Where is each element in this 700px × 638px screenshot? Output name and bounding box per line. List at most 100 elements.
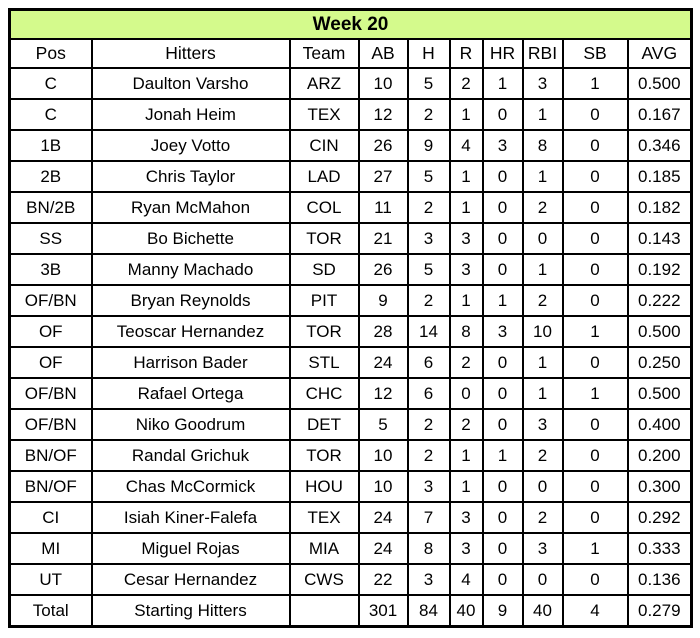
cell-pos: Total bbox=[8, 594, 93, 628]
cell-sb: 0 bbox=[561, 98, 629, 131]
cell-hr: 0 bbox=[481, 501, 524, 534]
cell-hr: 0 bbox=[481, 253, 524, 286]
cell-avg: 0.250 bbox=[626, 346, 693, 379]
cell-r: 0 bbox=[448, 377, 484, 410]
cell-rbi: 2 bbox=[521, 501, 564, 534]
table-body: C Daulton Varsho ARZ 10 5 2 1 3 1 0.500 C Jonah Hei… bbox=[8, 67, 693, 628]
cell-rbi: 3 bbox=[521, 532, 564, 565]
cell-pos: OF/BN bbox=[8, 377, 93, 410]
cell-avg: 0.400 bbox=[626, 408, 693, 441]
cell-r: 3 bbox=[448, 253, 484, 286]
cell-rbi: 2 bbox=[521, 439, 564, 472]
cell-avg: 0.500 bbox=[626, 315, 693, 348]
table-row: OF/BN Niko Goodrum DET 5 2 2 0 3 0 0.400 bbox=[8, 408, 693, 441]
column-header-rbi: RBI bbox=[521, 38, 564, 69]
cell-r: 4 bbox=[448, 129, 484, 162]
cell-hitters: Starting Hitters bbox=[90, 594, 291, 628]
cell-avg: 0.200 bbox=[626, 439, 693, 472]
cell-r: 1 bbox=[448, 160, 484, 193]
cell-hitters: Rafael Ortega bbox=[90, 377, 291, 410]
cell-team: CIN bbox=[288, 129, 360, 162]
cell-hr: 0 bbox=[481, 98, 524, 131]
cell-hr: 0 bbox=[481, 470, 524, 503]
cell-team: DET bbox=[288, 408, 360, 441]
column-header-hitters: Hitters bbox=[90, 38, 291, 69]
column-header-r: R bbox=[448, 38, 484, 69]
column-header-ab: AB bbox=[357, 38, 409, 69]
cell-ab: 28 bbox=[357, 315, 409, 348]
cell-sb: 0 bbox=[561, 408, 629, 441]
cell-ab: 12 bbox=[357, 98, 409, 131]
table-row: OF Teoscar Hernandez TOR 28 14 8 3 10 1 0.500 bbox=[8, 315, 693, 348]
cell-h: 3 bbox=[406, 563, 451, 596]
column-header-pos: Pos bbox=[8, 38, 93, 69]
cell-hr: 3 bbox=[481, 315, 524, 348]
cell-rbi: 8 bbox=[521, 129, 564, 162]
cell-h: 2 bbox=[406, 408, 451, 441]
cell-hr: 0 bbox=[481, 532, 524, 565]
cell-h: 84 bbox=[406, 594, 451, 628]
cell-h: 2 bbox=[406, 98, 451, 131]
cell-r: 4 bbox=[448, 563, 484, 596]
cell-rbi: 3 bbox=[521, 67, 564, 100]
cell-pos: 2B bbox=[8, 160, 93, 193]
cell-pos: SS bbox=[8, 222, 93, 255]
cell-team: SD bbox=[288, 253, 360, 286]
cell-hitters: Miguel Rojas bbox=[90, 532, 291, 565]
column-header-h: H bbox=[406, 38, 451, 69]
cell-hitters: Joey Votto bbox=[90, 129, 291, 162]
cell-pos: 3B bbox=[8, 253, 93, 286]
cell-h: 6 bbox=[406, 377, 451, 410]
cell-rbi: 2 bbox=[521, 191, 564, 224]
cell-sb: 0 bbox=[561, 191, 629, 224]
cell-h: 5 bbox=[406, 160, 451, 193]
cell-team: TOR bbox=[288, 315, 360, 348]
cell-rbi: 1 bbox=[521, 253, 564, 286]
cell-hitters: Harrison Bader bbox=[90, 346, 291, 379]
cell-pos: MI bbox=[8, 532, 93, 565]
cell-rbi: 40 bbox=[521, 594, 564, 628]
cell-pos: BN/OF bbox=[8, 439, 93, 472]
cell-ab: 11 bbox=[357, 191, 409, 224]
cell-ab: 301 bbox=[357, 594, 409, 628]
cell-avg: 0.222 bbox=[626, 284, 693, 317]
cell-avg: 0.136 bbox=[626, 563, 693, 596]
cell-hr: 0 bbox=[481, 408, 524, 441]
cell-rbi: 0 bbox=[521, 222, 564, 255]
cell-sb: 0 bbox=[561, 284, 629, 317]
cell-ab: 24 bbox=[357, 501, 409, 534]
cell-avg: 0.279 bbox=[626, 594, 693, 628]
cell-h: 2 bbox=[406, 439, 451, 472]
cell-avg: 0.500 bbox=[626, 377, 693, 410]
cell-hr: 0 bbox=[481, 346, 524, 379]
cell-r: 1 bbox=[448, 98, 484, 131]
cell-team: TEX bbox=[288, 501, 360, 534]
cell-sb: 0 bbox=[561, 563, 629, 596]
cell-hitters: Chris Taylor bbox=[90, 160, 291, 193]
cell-avg: 0.346 bbox=[626, 129, 693, 162]
cell-ab: 27 bbox=[357, 160, 409, 193]
column-header-avg: AVG bbox=[626, 38, 693, 69]
cell-avg: 0.192 bbox=[626, 253, 693, 286]
column-header-team: Team bbox=[288, 38, 360, 69]
cell-hitters: Bryan Reynolds bbox=[90, 284, 291, 317]
table-row: SS Bo Bichette TOR 21 3 3 0 0 0 0.143 bbox=[8, 222, 693, 255]
cell-hr: 0 bbox=[481, 222, 524, 255]
cell-avg: 0.300 bbox=[626, 470, 693, 503]
cell-rbi: 0 bbox=[521, 470, 564, 503]
cell-ab: 12 bbox=[357, 377, 409, 410]
cell-ab: 10 bbox=[357, 439, 409, 472]
cell-h: 7 bbox=[406, 501, 451, 534]
cell-ab: 5 bbox=[357, 408, 409, 441]
cell-avg: 0.500 bbox=[626, 67, 693, 100]
cell-sb: 1 bbox=[561, 315, 629, 348]
cell-pos: BN/2B bbox=[8, 191, 93, 224]
table-row: OF/BN Bryan Reynolds PIT 9 2 1 1 2 0 0.222 bbox=[8, 284, 693, 317]
cell-rbi: 1 bbox=[521, 346, 564, 379]
table-row: CI Isiah Kiner-Falefa TEX 24 7 3 0 2 0 0.292 bbox=[8, 501, 693, 534]
cell-hitters: Manny Machado bbox=[90, 253, 291, 286]
cell-rbi: 1 bbox=[521, 160, 564, 193]
cell-rbi: 3 bbox=[521, 408, 564, 441]
table-row: OF/BN Rafael Ortega CHC 12 6 0 0 1 1 0.500 bbox=[8, 377, 693, 410]
